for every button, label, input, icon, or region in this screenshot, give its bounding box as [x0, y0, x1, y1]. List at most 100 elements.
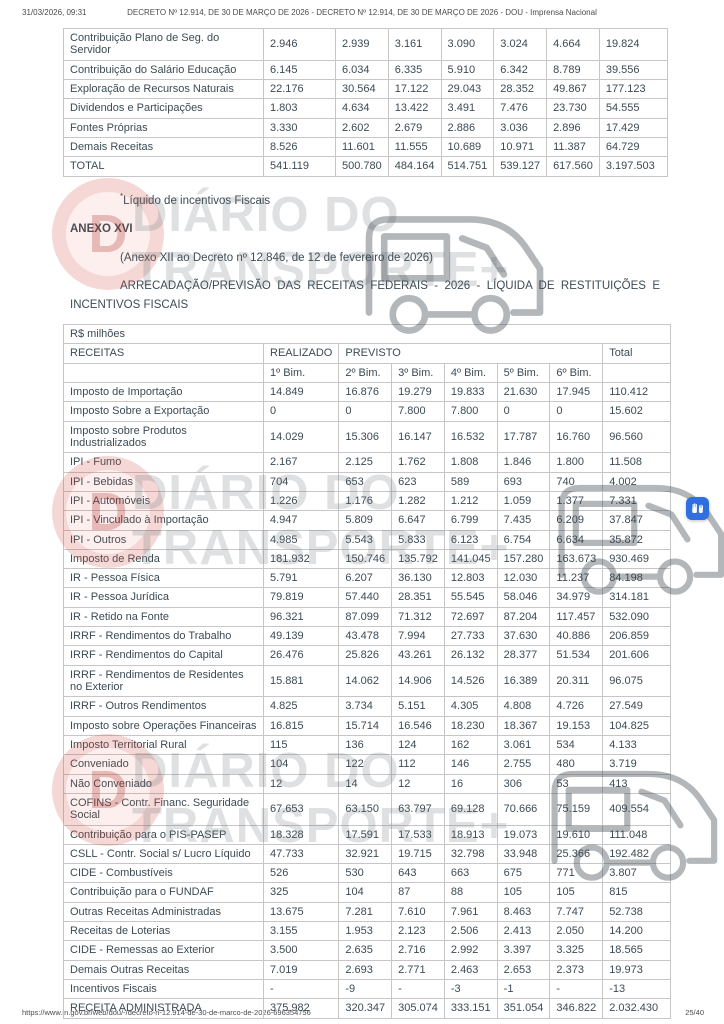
- value-cell: 8.463: [496, 901, 551, 923]
- value-cell: 16.147: [391, 420, 445, 454]
- value-cell: 16.532: [443, 420, 498, 454]
- value-cell: 2.123: [391, 921, 445, 942]
- value-cell: 6.634: [549, 529, 604, 550]
- table-row: Demais Receitas 8.526 11.601 11.555 10.689 10…: [63, 136, 668, 158]
- value-cell: 110.412: [602, 382, 672, 403]
- value-cell: 146: [443, 754, 498, 775]
- table-row: Contribuição Plano de Seg. do Servidor 2.…: [63, 28, 668, 61]
- value-cell: 643: [391, 863, 445, 884]
- value-cell: 17.945: [549, 382, 604, 403]
- value-cell: 18.230: [443, 715, 498, 736]
- value-cell: 13.675: [262, 901, 340, 923]
- row-label: Exploração de Recursos Naturais: [63, 78, 264, 100]
- row-label: IR - Retido na Fonte: [63, 606, 264, 628]
- value-cell: 10.971: [493, 136, 548, 158]
- value-cell: 36.130: [391, 568, 445, 589]
- table-row: Demais Outras Receitas 7.019 2.693 2.771 2.4…: [63, 959, 672, 981]
- value-cell: 14.029: [262, 420, 340, 454]
- page-number: 25/40: [685, 1008, 704, 1017]
- section-heading: ARRECADAÇÃO/PREVISÃO DAS RECEITAS FEDERA…: [70, 280, 660, 311]
- row-label: Conveniado: [63, 754, 264, 775]
- table-row: Incentivos Fiscais - -9- -3 -1- -13: [63, 979, 672, 1000]
- value-cell: 26.132: [443, 645, 498, 666]
- row-label: CIDE - Combustíveis: [63, 863, 264, 884]
- value-cell: 2.506: [443, 921, 498, 942]
- row-label: Imposto Territorial Rural: [63, 734, 264, 756]
- value-cell: 72.697: [443, 606, 498, 628]
- value-cell: 1.762: [391, 452, 445, 473]
- value-cell: 623: [391, 471, 445, 492]
- value-cell: 17.533: [391, 824, 445, 845]
- table-caption: R$ milhões: [62, 324, 672, 345]
- value-cell: 27.549: [602, 696, 672, 717]
- value-cell: 28.377: [496, 645, 551, 666]
- value-cell: 19.610: [549, 824, 604, 845]
- value-cell: 7.331: [602, 490, 672, 512]
- value-cell: 111.048: [602, 824, 672, 845]
- value-cell: 1.176: [338, 490, 393, 512]
- col-header-bim: 6º Bim.: [549, 362, 604, 384]
- value-cell: 1.377: [549, 490, 604, 512]
- value-cell: 70.666: [496, 792, 551, 826]
- value-cell: 2.939: [335, 28, 389, 61]
- value-cell: 1.800: [549, 452, 604, 473]
- row-label: RECEITA ADMINISTRADA: [63, 998, 264, 1019]
- value-cell: 69.128: [443, 792, 498, 826]
- value-cell: 19.153: [549, 715, 604, 736]
- value-cell: 201.606: [602, 645, 672, 666]
- row-label: Dividendos e Participações: [63, 98, 264, 119]
- row-label: Fontes Próprias: [63, 117, 264, 138]
- value-cell: 28.351: [391, 587, 445, 608]
- table-row: CIDE - Remessas ao Exterior 3.500 2.635 2.7…: [63, 940, 672, 961]
- accessibility-button[interactable]: [686, 497, 709, 520]
- table-row: Imposto de Renda 181.932 150.746 135.792 141…: [63, 548, 672, 570]
- table-row: COFINS - Contr. Financ. Seguridade Socia…: [63, 792, 672, 826]
- value-cell: 5.791: [262, 568, 340, 589]
- value-cell: 163.673: [549, 548, 604, 570]
- value-cell: 305.074: [391, 998, 445, 1019]
- table-row: IRRF - Rendimentos do Capital 26.476 25.82…: [63, 645, 672, 666]
- value-cell: 3.161: [387, 28, 442, 61]
- value-cell: 4.664: [546, 28, 600, 61]
- table-row: IR - Pessoa Jurídica 79.819 57.440 28.351 55…: [63, 587, 672, 608]
- value-cell: 33.948: [496, 843, 551, 865]
- row-label: Incentivos Fiscais: [63, 979, 264, 1000]
- col-header-bim: 4º Bim.: [443, 362, 498, 384]
- value-cell: 4.133: [602, 734, 672, 756]
- value-cell: 5.543: [338, 529, 393, 550]
- value-cell: 3.325: [549, 940, 604, 961]
- table-row: Receitas de Loterias 3.155 1.953 2.123 2.506…: [63, 921, 672, 942]
- value-cell: 16.876: [338, 382, 393, 403]
- value-cell: 122: [338, 754, 393, 775]
- value-cell: 8.526: [263, 136, 336, 158]
- value-cell: 2.896: [546, 117, 600, 138]
- sign-language-hands-icon: [692, 503, 703, 513]
- table-row: IPI - Outros 4.985 5.543 5.833 6.123 6.754 6.6…: [63, 529, 672, 550]
- value-cell: 930.469: [602, 548, 672, 570]
- value-cell: 0: [549, 401, 604, 422]
- table-row: Dividendos e Participações 1.803 4.634 13.4…: [63, 98, 668, 119]
- table-row: IRRF - Outros Rendimentos 4.825 3.734 5.151…: [63, 696, 672, 717]
- value-cell: 40.886: [549, 626, 604, 647]
- value-cell: 4.825: [262, 696, 340, 717]
- value-cell: 16: [443, 773, 498, 794]
- value-cell: 306: [496, 773, 551, 794]
- table-subheader-row: 1º Bim. 2º Bim. 3º Bim. 4º Bim. 5º Bim. …: [63, 362, 672, 384]
- value-cell: 124: [391, 734, 445, 756]
- table-row: Exploração de Recursos Naturais 22.176 30.…: [63, 78, 668, 100]
- value-cell: 16.815: [262, 715, 340, 736]
- col-header-previsto: PREVISTO: [338, 343, 604, 364]
- value-cell: 325: [262, 882, 340, 903]
- value-cell: 37.630: [496, 626, 551, 647]
- col-header-receitas: RECEITAS: [63, 343, 264, 364]
- value-cell: 2.755: [496, 754, 551, 775]
- value-cell: 17.591: [338, 824, 393, 845]
- value-cell: 21.630: [496, 382, 551, 403]
- value-cell: 14.849: [262, 382, 340, 403]
- value-cell: 34.979: [549, 587, 604, 608]
- value-cell: 320.347: [338, 998, 393, 1019]
- value-cell: 514.751: [440, 156, 495, 177]
- value-cell: 14.906: [391, 664, 445, 698]
- value-cell: 771: [549, 863, 604, 884]
- value-cell: 12: [391, 773, 445, 794]
